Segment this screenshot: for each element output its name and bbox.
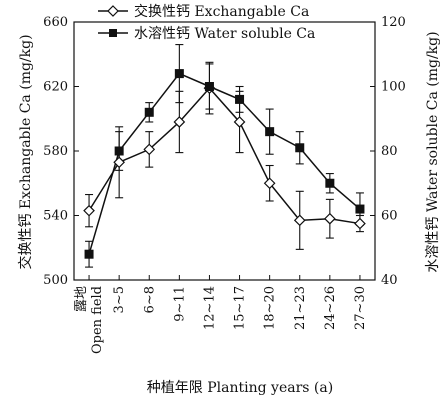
- plot-area: 500 540 580 620 660 40 60 80 100 120 露地Open field 3…: [43, 15, 406, 354]
- data-point-exchangeable: [293, 214, 306, 227]
- x-tick-label: 18~20: [263, 286, 278, 330]
- series-line-exchangeable: [88, 86, 361, 225]
- y-tick-label-left: 540: [43, 209, 68, 224]
- data-point-exchangeable: [113, 156, 125, 169]
- y-tick-label-left: 660: [43, 15, 68, 30]
- data-point-water-soluble: [325, 178, 335, 188]
- x-axis-title: 种植年限 Planting years (a): [147, 380, 333, 396]
- x-tick-label: 21~23: [293, 286, 308, 330]
- x-tick-label-line: 9~11: [172, 286, 187, 322]
- x-tick-label-line: 6~8: [142, 286, 157, 313]
- x-tick-label: 3~5: [112, 286, 127, 313]
- y-tick-label-right: 120: [381, 15, 406, 30]
- data-point-exchangeable: [83, 204, 95, 217]
- y-tick-label-right: 100: [381, 80, 406, 95]
- x-tick-label-line: Open field: [90, 286, 105, 354]
- data-point-exchangeable: [324, 212, 336, 225]
- y-axis-title-left: 交换性钙 Exchangable Ca (mg/kg): [17, 34, 34, 269]
- x-tick-label: 27~30: [353, 286, 368, 330]
- x-tick-label-line: 15~17: [233, 286, 248, 330]
- y-tick-label-right: 80: [381, 144, 398, 159]
- legend: 交换性钙 Exchangable Ca 水溶性钙 Water soluble C…: [98, 3, 315, 42]
- y-tick-label-left: 620: [43, 80, 68, 95]
- data-point-exchangeable: [354, 217, 366, 230]
- legend-label-exchangeable: 交换性钙 Exchangable Ca: [134, 3, 309, 20]
- data-point-water-soluble: [144, 107, 154, 117]
- x-tick-label: 露地Open field: [74, 286, 105, 354]
- x-tick-label-line: 27~30: [353, 286, 368, 330]
- legend-label-water-soluble: 水溶性钙 Water soluble Ca: [134, 26, 315, 42]
- x-tick-label: 9~11: [172, 286, 187, 322]
- y-tick-label-left: 580: [43, 144, 68, 159]
- y-tick-label-right: 60: [381, 209, 398, 224]
- legend-marker-water-soluble: [109, 29, 117, 37]
- data-point-exchangeable: [173, 116, 186, 128]
- series-line-water-soluble: [88, 72, 361, 255]
- x-tick-label-line: 露地: [74, 286, 89, 312]
- y-tick-label-right: 40: [381, 273, 398, 288]
- y-axis-title-right: 水溶性钙 Water soluble Ca (mg/kg): [425, 31, 441, 272]
- data-point-exchangeable: [233, 116, 246, 128]
- data-point-exchangeable: [263, 177, 276, 190]
- data-point-water-soluble: [174, 69, 184, 79]
- data-point-water-soluble: [265, 127, 275, 137]
- x-tick-label: 6~8: [142, 286, 157, 313]
- x-tick-label-line: 21~23: [293, 286, 308, 330]
- data-point-exchangeable: [143, 143, 156, 156]
- x-tick-label: 12~14: [202, 286, 217, 330]
- data-point-water-soluble: [84, 249, 94, 259]
- data-point-water-soluble: [114, 146, 124, 156]
- x-tick-label-line: 3~5: [112, 286, 127, 313]
- y-tick-label-left: 500: [43, 273, 68, 288]
- x-tick-label-line: 24~26: [323, 286, 338, 330]
- x-tick-label: 24~26: [323, 286, 338, 330]
- data-point-water-soluble: [235, 94, 245, 104]
- data-point-water-soluble: [295, 143, 305, 153]
- x-tick-label: 15~17: [233, 286, 248, 330]
- data-point-water-soluble: [204, 82, 214, 91]
- data-point-water-soluble: [355, 204, 365, 214]
- x-tick-label-line: 12~14: [202, 286, 217, 330]
- legend-marker-exchangeable: [107, 5, 119, 17]
- x-tick-label-line: 18~20: [263, 286, 278, 330]
